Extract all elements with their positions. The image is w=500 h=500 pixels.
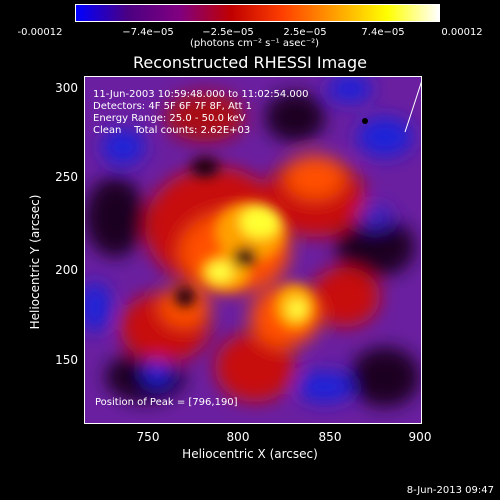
y-tick-label: 200 (55, 263, 78, 277)
y-tick-label: 150 (55, 353, 78, 367)
footer-date: 8-Jun-2013 09:47 (406, 485, 494, 496)
x-tick-label: 900 (408, 430, 432, 444)
peak-position: Position of Peak = [796,190] (95, 397, 238, 408)
colorbar (75, 4, 440, 22)
colorbar-tick: 7.4e−05 (361, 27, 405, 38)
y-tick-label: 250 (55, 170, 78, 184)
y-axis-label: Heliocentric Y (arcsec) (28, 194, 42, 330)
limb-line (404, 81, 421, 133)
colorbar-tick: −7.4e−05 (122, 27, 174, 38)
colorbar-tick: −2.5e−05 (202, 27, 254, 38)
x-tick-label: 750 (136, 430, 160, 444)
clean-counts: Clean Total counts: 2.62E+03 (93, 125, 251, 136)
peak-marker (362, 118, 368, 124)
x-tick-label: 800 (226, 430, 250, 444)
y-tick-label: 300 (55, 81, 78, 95)
time-range: 11-Jun-2003 10:59:48.000 to 11:02:54.000 (93, 89, 309, 100)
colorbar-tick: -0.00012 (17, 27, 63, 38)
rhessi-image-plot: 11-Jun-2003 10:59:48.000 to 11:02:54.000… (84, 76, 422, 424)
image-title: Reconstructed RHESSI Image (133, 53, 367, 72)
colorbar-tick: 2.5e−05 (283, 27, 327, 38)
x-tick-label: 850 (318, 430, 342, 444)
x-axis-label: Heliocentric X (arcsec) (182, 447, 318, 461)
colorbar-units: (photons cm⁻² s⁻¹ asec⁻²) (190, 38, 320, 49)
rhessi-image (85, 77, 421, 423)
detectors: Detectors: 4F 5F 6F 7F 8F, Att 1 (93, 101, 253, 112)
energy-range: Energy Range: 25.0 - 50.0 keV (93, 113, 246, 124)
colorbar-tick: 0.00012 (441, 27, 483, 38)
bright-core (175, 157, 315, 329)
